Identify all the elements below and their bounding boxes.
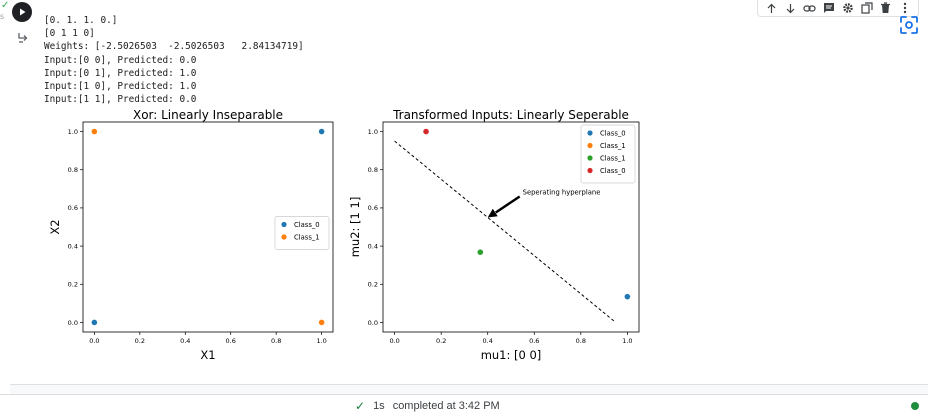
output-line: Input:[1 0], Predicted: 1.0 [44, 81, 197, 93]
status-check-icon: ✓ [355, 399, 366, 413]
run-cell-button[interactable] [12, 2, 32, 22]
link-icon[interactable] [803, 1, 817, 15]
data-point-class-0 [318, 128, 325, 135]
annotation-arrow-shaft [495, 195, 521, 214]
output-line: Input:[0 1], Predicted: 1.0 [44, 67, 197, 79]
delete-icon[interactable] [879, 1, 893, 15]
y-tick-label: 0.0 [368, 319, 378, 327]
charts-figure: Xor: Linearly Inseparable 0.0 0.0 0.2 0.2 0.4… [48, 108, 640, 362]
output-redirect-icon[interactable] [17, 31, 29, 49]
more-icon[interactable] [898, 1, 912, 15]
x-axis-label: X1 [200, 348, 215, 362]
legend-marker [587, 130, 593, 136]
y-tick-label: 0.8 [68, 166, 78, 174]
status-duration: 1s [373, 400, 385, 412]
chart-title: Xor: Linearly Inseparable [133, 108, 283, 122]
y-tick-label: 0.6 [368, 204, 378, 212]
data-point-class-1 [91, 128, 98, 135]
annotation-label: Seperating hyperplane [523, 189, 601, 197]
status-bar: ✓ 1s completed at 3:42 PM [0, 394, 928, 416]
data-point-class-1 [477, 249, 484, 255]
legend-marker [281, 221, 287, 228]
arrow-up-icon[interactable] [765, 1, 779, 15]
output-line: [0. 1. 1. 0.] [44, 15, 118, 26]
y-tick-label: 1.0 [368, 128, 378, 136]
y-tick-label: 0.0 [68, 319, 78, 327]
arrow-down-icon[interactable] [784, 1, 798, 15]
separating-line [394, 140, 617, 323]
legend-marker [281, 234, 287, 240]
legend-label: Class_1 [600, 154, 626, 162]
output-line: Input:[1 1], Predicted: 0.0 [44, 94, 197, 106]
x-tick-label: 0.4 [180, 337, 190, 345]
legend-label: Class_0 [600, 129, 626, 137]
y-axis-label: X2 [48, 219, 62, 234]
annotation-arrow-head [487, 208, 498, 218]
legend-marker [587, 155, 593, 161]
output-line: Input:[0 0], Predicted: 0.0 [44, 54, 197, 66]
exec-time-label: s [0, 12, 5, 21]
x-tick-label: 0.0 [89, 337, 99, 345]
legend-box [274, 216, 330, 250]
x-tick-label: 0.6 [226, 337, 236, 345]
legend-marker [587, 142, 593, 149]
x-axis-label: mu1: [0 0] [481, 348, 542, 362]
cell-toolbar [757, 0, 919, 17]
x-tick-label: 1.0 [622, 337, 632, 345]
data-point-class-1 [318, 319, 325, 326]
cell-gutter: ✓ s [0, 0, 40, 388]
legend-label: Class_1 [600, 142, 626, 150]
exec-check-icon: ✓ [1, 0, 10, 11]
legend-label: Class_0 [294, 221, 320, 229]
output-line: Weights: [-2.5026503 -2.5026503 2.841347… [44, 41, 304, 53]
y-tick-label: 0.4 [68, 242, 78, 250]
y-tick-label: 0.8 [368, 166, 378, 174]
x-tick-label: 0.8 [576, 337, 586, 345]
y-tick-label: 0.2 [368, 281, 378, 289]
play-icon [20, 8, 26, 16]
comment-icon[interactable] [822, 1, 836, 15]
chart-output: Xor: Linearly Inseparable 0.0 0.0 0.2 0.2 0.4… [44, 108, 644, 373]
x-tick-label: 0.6 [529, 337, 539, 345]
data-point-class-0 [91, 319, 98, 326]
legend-box [580, 124, 636, 184]
y-tick-label: 0.2 [68, 281, 78, 289]
status-text: completed at 3:42 PM [392, 400, 500, 412]
y-axis-label: mu2: [1 1] [348, 197, 362, 258]
connection-status-dot[interactable] [911, 402, 919, 410]
mirror-cell-icon[interactable] [860, 1, 874, 15]
y-tick-label: 1.0 [68, 128, 78, 136]
output-line: [0 1 1 0] [44, 28, 95, 40]
x-tick-label: 0.8 [271, 337, 281, 345]
legend-label: Class_1 [294, 233, 320, 241]
chart-title: Transformed Inputs: Linearly Seperable [392, 108, 629, 122]
cell-output-text: [0. 1. 1. 0.] [0 1 1 0] Weights: [-2.502… [44, 14, 304, 106]
x-tick-label: 0.2 [135, 337, 145, 345]
x-tick-label: 0.4 [483, 337, 493, 345]
generate-code-icon[interactable] [896, 12, 922, 38]
gear-icon[interactable] [841, 1, 855, 15]
legend-marker [587, 167, 593, 174]
y-tick-label: 0.4 [368, 242, 378, 250]
legend-label: Class_0 [600, 167, 626, 175]
x-tick-label: 0.2 [436, 337, 446, 345]
data-point-class-0 [624, 293, 631, 300]
data-point-class-0 [423, 128, 429, 135]
y-tick-label: 0.6 [68, 204, 78, 212]
x-tick-label: 1.0 [316, 337, 326, 345]
x-tick-label: 0.0 [389, 337, 399, 345]
